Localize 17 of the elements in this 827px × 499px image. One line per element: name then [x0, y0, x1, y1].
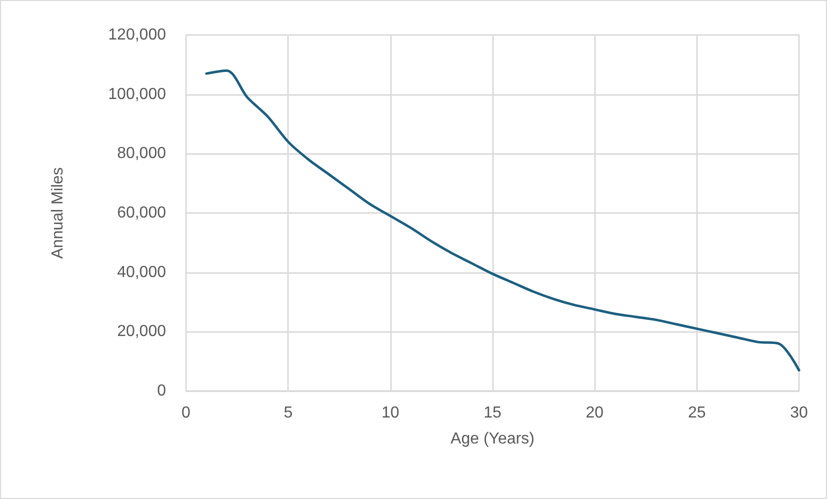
y-tick-label: 60,000 — [117, 204, 166, 222]
y-tick-label: 100,000 — [108, 86, 166, 103]
x-tick-label: 5 — [284, 404, 293, 422]
x-tick-label: 25 — [688, 404, 706, 422]
y-tick-label: 0 — [157, 382, 166, 400]
x-tick-label: 30 — [790, 404, 808, 422]
y-tick-label: 80,000 — [117, 145, 166, 162]
x-tick-label: 0 — [182, 404, 191, 422]
line-series — [205, 69, 800, 372]
x-tick-label: 20 — [586, 404, 604, 422]
y-tick-label: 120,000 — [108, 26, 166, 44]
x-axis-title: Age (Years) — [450, 430, 534, 448]
y-tick-label: 20,000 — [117, 323, 166, 340]
x-tick-label: 15 — [484, 404, 502, 422]
y-axis-title: Annual Miles — [50, 167, 66, 259]
y-tick-label: 40,000 — [117, 264, 166, 281]
x-tick-label: 10 — [381, 404, 400, 422]
